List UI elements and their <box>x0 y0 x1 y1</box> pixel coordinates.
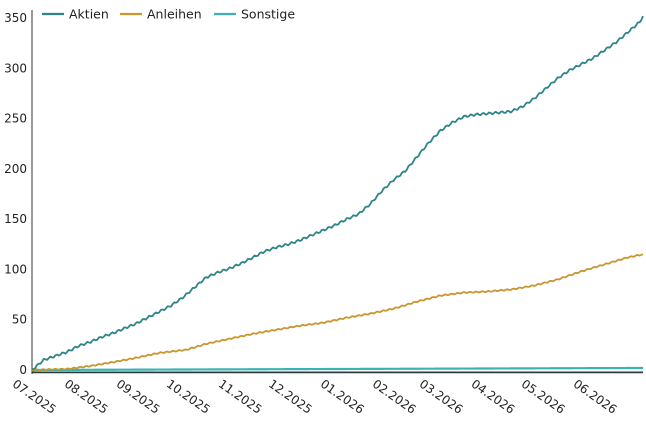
x-tick-label: 03.2026 <box>417 377 466 417</box>
series-line-sonstige <box>31 366 643 372</box>
y-tick-label: 250 <box>4 112 27 126</box>
x-axis: 07.2025 08.2025 09.2025 10.2025 11.2025 12.20… <box>10 371 643 417</box>
x-tick-label: 12.2025 <box>266 377 315 417</box>
y-tick-label: 350 <box>4 11 27 25</box>
x-tick-label: 02.2026 <box>370 377 419 417</box>
y-tick-label: 100 <box>4 262 27 276</box>
series-line-aktien <box>31 15 644 371</box>
x-tick-label: 07.2025 <box>10 377 59 417</box>
x-tick-label: 05.2026 <box>519 377 568 417</box>
x-tick-label: 10.2025 <box>164 377 213 417</box>
x-tick-label: 08.2025 <box>62 377 111 417</box>
legend-label-anleihen: Anleihen <box>147 7 202 22</box>
legend-label-aktien: Aktien <box>69 7 109 22</box>
y-tick-label: 0 <box>19 363 27 377</box>
y-axis: 0 50 100 150 200 250 300 350 <box>4 10 33 377</box>
x-tick-label: 06.2026 <box>571 377 620 417</box>
series-line-anleihen <box>31 253 644 372</box>
y-tick-label: 150 <box>4 212 27 226</box>
legend-label-sonstige: Sonstige <box>241 7 295 22</box>
legend: Aktien Anleihen Sonstige <box>42 7 295 22</box>
y-tick-label: 50 <box>12 313 27 327</box>
x-tick-label: 11.2025 <box>216 377 265 417</box>
x-tick-label: 09.2025 <box>114 377 163 417</box>
x-tick-label: 01.2026 <box>318 377 367 417</box>
series-lines <box>31 15 644 374</box>
x-tick-label: 04.2026 <box>469 377 518 417</box>
y-tick-label: 200 <box>4 162 27 176</box>
y-tick-label: 300 <box>4 61 27 75</box>
